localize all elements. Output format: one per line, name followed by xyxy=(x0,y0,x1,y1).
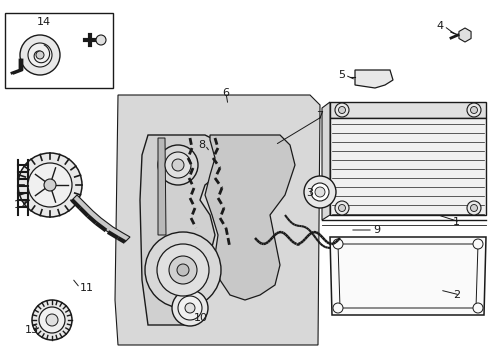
Circle shape xyxy=(469,204,476,211)
Circle shape xyxy=(334,103,348,117)
Circle shape xyxy=(466,201,480,215)
Circle shape xyxy=(32,300,72,340)
Circle shape xyxy=(157,244,208,296)
Circle shape xyxy=(304,176,335,208)
Polygon shape xyxy=(140,135,220,325)
Polygon shape xyxy=(458,28,470,42)
Polygon shape xyxy=(354,70,392,88)
Circle shape xyxy=(169,256,197,284)
Text: 1: 1 xyxy=(452,217,459,227)
Bar xyxy=(5,13,113,88)
Polygon shape xyxy=(72,195,130,242)
Polygon shape xyxy=(329,237,485,315)
Circle shape xyxy=(28,43,52,67)
Circle shape xyxy=(178,296,202,320)
Circle shape xyxy=(177,264,189,276)
Text: 5: 5 xyxy=(337,70,345,80)
Circle shape xyxy=(158,145,198,185)
Text: 3: 3 xyxy=(305,188,312,198)
Polygon shape xyxy=(329,118,485,215)
Circle shape xyxy=(172,159,183,171)
Text: 14: 14 xyxy=(37,17,51,27)
Polygon shape xyxy=(321,102,329,220)
Circle shape xyxy=(334,201,348,215)
Circle shape xyxy=(44,179,56,191)
Circle shape xyxy=(145,232,221,308)
Polygon shape xyxy=(204,135,294,300)
Circle shape xyxy=(20,35,60,75)
Circle shape xyxy=(46,314,58,326)
Circle shape xyxy=(164,152,191,178)
Circle shape xyxy=(466,103,480,117)
Circle shape xyxy=(314,187,325,197)
Circle shape xyxy=(184,303,195,313)
Text: 12: 12 xyxy=(14,200,28,210)
Text: 2: 2 xyxy=(452,290,459,300)
Text: 8: 8 xyxy=(198,140,204,150)
Circle shape xyxy=(36,51,44,59)
Polygon shape xyxy=(329,102,485,118)
Circle shape xyxy=(18,153,82,217)
Circle shape xyxy=(469,107,476,113)
Circle shape xyxy=(172,290,207,326)
Circle shape xyxy=(472,303,482,313)
Circle shape xyxy=(332,303,342,313)
Circle shape xyxy=(96,35,106,45)
Circle shape xyxy=(28,163,72,207)
Text: 7: 7 xyxy=(315,111,323,121)
Polygon shape xyxy=(115,95,319,345)
Circle shape xyxy=(338,204,345,211)
Circle shape xyxy=(338,107,345,113)
Circle shape xyxy=(332,239,342,249)
Text: 6: 6 xyxy=(222,88,229,98)
Text: 10: 10 xyxy=(194,313,207,323)
Text: 4: 4 xyxy=(436,21,443,31)
Text: 11: 11 xyxy=(80,283,94,293)
Text: 13: 13 xyxy=(25,325,39,335)
Circle shape xyxy=(472,239,482,249)
Text: 9: 9 xyxy=(372,225,379,235)
Circle shape xyxy=(39,307,65,333)
Circle shape xyxy=(310,183,328,201)
Polygon shape xyxy=(158,138,165,235)
